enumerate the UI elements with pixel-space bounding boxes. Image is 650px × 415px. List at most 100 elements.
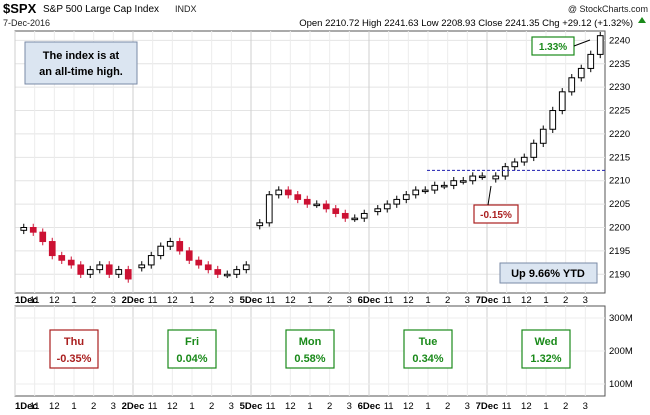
note-line-1: The index is at <box>43 50 120 62</box>
time-tick-label: 1 <box>425 295 430 306</box>
time-tick-label: 3 <box>583 401 588 412</box>
candle-body <box>256 222 264 227</box>
time-tick-label: 2 <box>91 295 96 306</box>
candle-body <box>577 67 585 79</box>
candle-body <box>176 241 184 252</box>
time-tick-label: 11 <box>148 295 158 306</box>
candle-body <box>492 175 500 180</box>
drop-label: -0.15% <box>480 210 512 221</box>
day-card: Tue 0.34% <box>403 329 453 369</box>
last-change-callout: 1.33% <box>531 36 591 56</box>
volume-grid <box>14 306 605 396</box>
candle-body <box>124 269 132 280</box>
time-tick-label: 3 <box>347 295 352 306</box>
time-tick-label: 1 <box>307 401 312 412</box>
time-tick-label: 11 <box>384 401 394 412</box>
ytd-callout: Up 9.66% YTD <box>499 262 598 284</box>
drop-box <box>473 204 519 224</box>
candle-body <box>549 110 557 130</box>
day-card-change: 0.04% <box>176 353 207 365</box>
price-tick-label: 2195 <box>609 246 630 257</box>
day-card-change: 0.58% <box>294 353 325 365</box>
volume-tick-label: 100M <box>609 379 633 390</box>
candle-body <box>29 227 37 233</box>
time-tick-label: 1 <box>307 295 312 306</box>
day-card-box <box>521 329 571 369</box>
candle-body <box>242 264 250 271</box>
note-callout: The index is at an all-time high. <box>24 41 138 85</box>
candle-body <box>294 194 302 200</box>
time-tick-label: 12 <box>403 295 414 306</box>
time-tick-label: 1 <box>543 401 548 412</box>
time-tick-label: 3 <box>111 401 116 412</box>
candle-body <box>166 241 174 247</box>
day-card-box <box>285 329 335 369</box>
time-tick-label: 3 <box>111 295 116 306</box>
time-tick-label: 12 <box>521 401 532 412</box>
candle-body <box>558 91 566 112</box>
time-tick-label: 5Dec <box>240 295 263 306</box>
candle-body <box>332 208 340 214</box>
candle-body <box>360 212 368 219</box>
candle-body <box>115 269 123 275</box>
time-tick-label: 1 <box>189 295 194 306</box>
candle-body <box>185 250 193 261</box>
day-card-day: Mon <box>299 336 322 348</box>
volume-tick-label: 300M <box>609 313 633 324</box>
candle-body <box>58 255 66 261</box>
chart-symbol: $SPX <box>3 1 37 16</box>
candle-body <box>265 194 273 224</box>
note-line-2: an all-time high. <box>39 66 123 78</box>
time-tick-label: 11 <box>384 295 394 306</box>
day-card: Mon 0.58% <box>285 329 335 369</box>
credit-text: @ StockCharts.com <box>568 4 648 14</box>
time-tick-label: 3 <box>229 401 234 412</box>
candle-body <box>233 269 241 275</box>
candle-body <box>77 264 85 275</box>
drop-pointer <box>487 185 492 206</box>
day-card: Fri 0.04% <box>167 329 217 369</box>
up-arrow-icon <box>638 17 646 23</box>
day-card: Thu -0.35% <box>49 329 99 369</box>
candle-body <box>511 161 519 168</box>
time-tick-label: 2Dec <box>122 295 145 306</box>
candle-body <box>393 198 401 205</box>
note-box <box>24 41 138 85</box>
candle-body <box>48 241 56 257</box>
time-tick-label: 1 <box>425 401 430 412</box>
time-tick-label: 12 <box>403 401 414 412</box>
volume-axis: 300M 200M 100M <box>609 313 633 390</box>
day-card-box <box>403 329 453 369</box>
chart-exchange: INDX <box>175 4 197 14</box>
candle-body <box>39 231 47 243</box>
last-change-label: 1.33% <box>539 42 567 53</box>
time-tick-label: 6Dec <box>358 295 381 306</box>
candle-body <box>374 208 382 213</box>
time-tick-label: 11 <box>30 401 40 412</box>
day-card-day: Thu <box>64 336 84 348</box>
candle-body <box>520 156 528 163</box>
time-tick-label: 1 <box>71 401 76 412</box>
time-tick-label: 12 <box>49 401 60 412</box>
time-tick-label: 12 <box>521 295 532 306</box>
time-tick-label: 2Dec <box>122 401 145 412</box>
time-tick-label: 1 <box>543 295 548 306</box>
day-card: Wed 1.32% <box>521 329 571 369</box>
time-tick-label: 3 <box>465 295 470 306</box>
time-tick-label: 12 <box>167 401 178 412</box>
chart-name: S&P 500 Large Cap Index <box>43 4 159 15</box>
time-tick-label: 5Dec <box>240 401 263 412</box>
day-card-day: Wed <box>534 336 557 348</box>
time-tick-label: 11 <box>30 295 40 306</box>
time-tick-label: 2 <box>563 295 568 306</box>
time-tick-label: 3 <box>465 401 470 412</box>
time-tick-label: 1 <box>189 401 194 412</box>
price-tick-label: 2230 <box>609 82 630 93</box>
volume-tick-label: 200M <box>609 346 633 357</box>
price-tick-label: 2205 <box>609 199 630 210</box>
time-tick-label: 7Dec <box>476 401 499 412</box>
candle-body <box>469 175 477 182</box>
candlestick-series <box>20 31 604 283</box>
candle-body <box>440 184 448 188</box>
